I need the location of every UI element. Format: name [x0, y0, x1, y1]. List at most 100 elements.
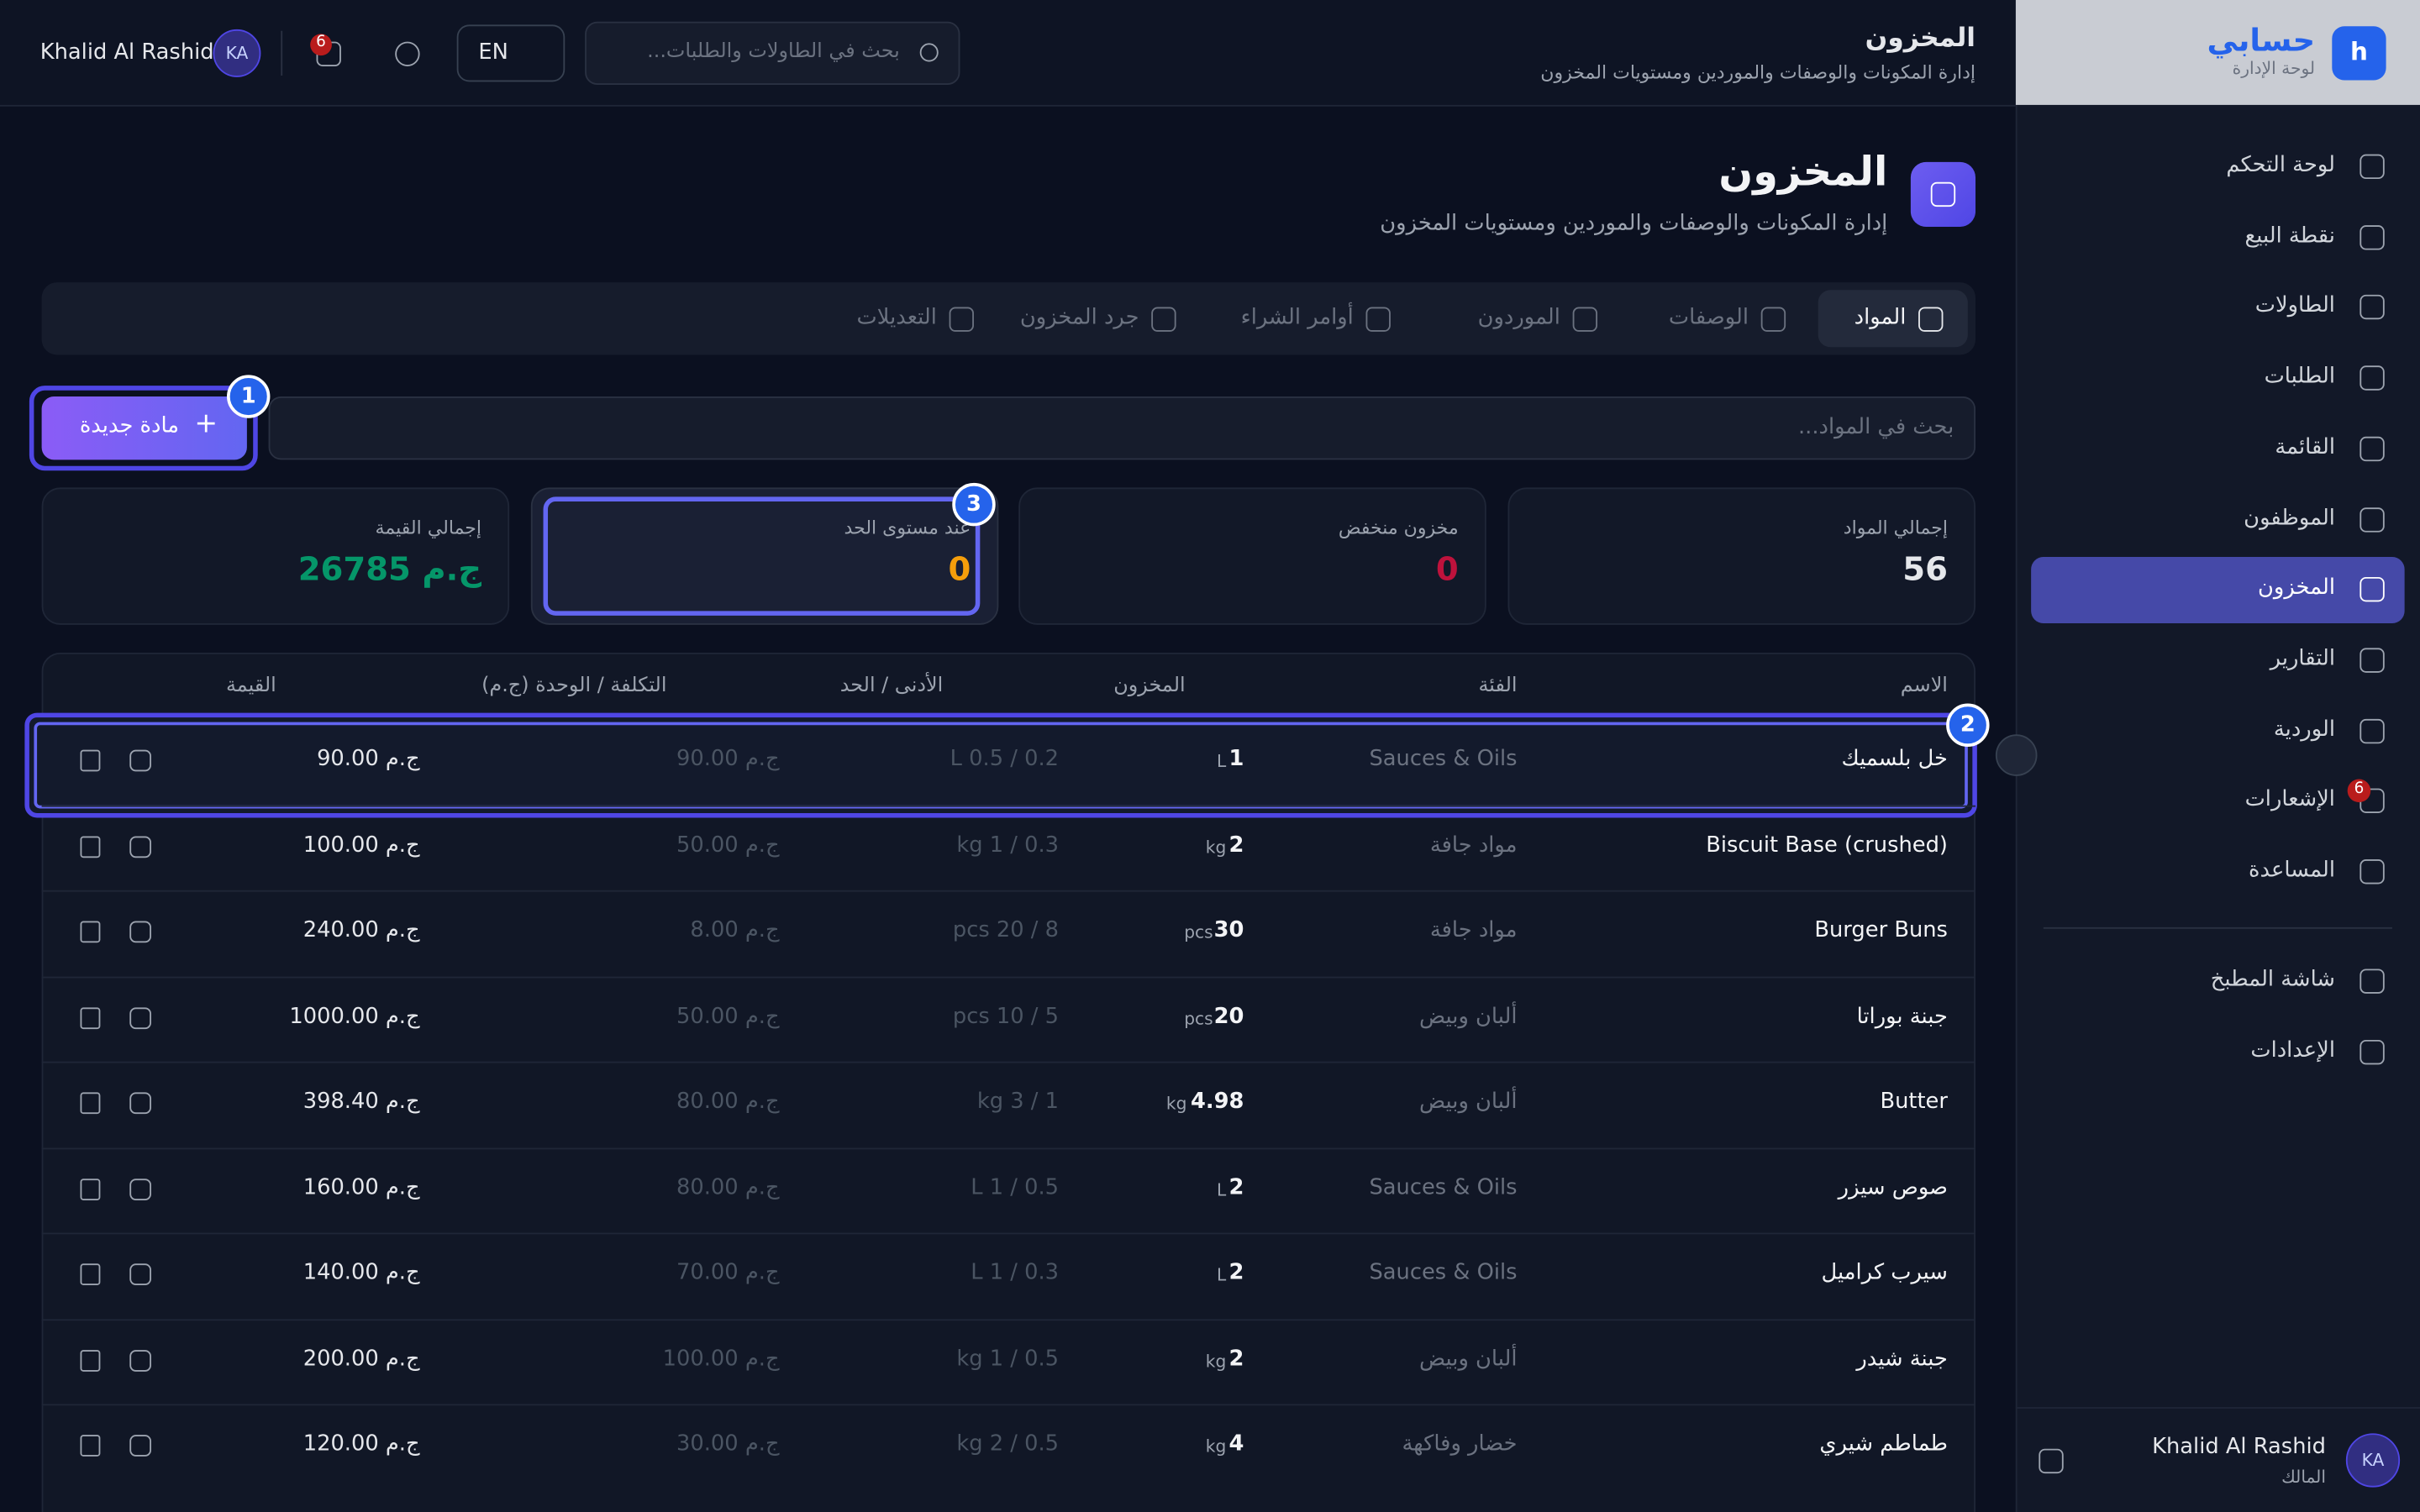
- nav-item[interactable]: المخزون: [2258, 575, 2335, 601]
- cell-value: ج.م 90.00: [317, 746, 420, 772]
- stat-label: عند مستوى الحد: [844, 517, 971, 539]
- page-subtitle: إدارة المكونات والوصفات والموردين ومستوي…: [1380, 211, 1888, 237]
- nav-badge-count: 6: [2354, 780, 2365, 799]
- user-role: المالك: [2281, 1467, 2326, 1488]
- materials-search[interactable]: [268, 396, 1976, 460]
- nav-item[interactable]: الإعدادات: [2250, 1038, 2335, 1063]
- row-divider: [41, 1061, 1976, 1063]
- cell-stock: 2: [1228, 1174, 1244, 1200]
- nav-item[interactable]: الوردية: [2273, 717, 2335, 742]
- edit-icon[interactable]: [129, 1006, 152, 1029]
- nav-icon: [2360, 969, 2385, 994]
- edit-icon[interactable]: [129, 1435, 152, 1457]
- delete-icon[interactable]: [80, 1349, 101, 1371]
- cell-category: Sauces & Oils: [1369, 1174, 1518, 1200]
- nav-item[interactable]: الطلبات: [2264, 364, 2335, 390]
- theme-icon[interactable]: [395, 41, 420, 66]
- cell-name: جبنة شيدر: [1856, 1346, 1948, 1371]
- cell-value: ج.م 100.00: [302, 832, 420, 858]
- tab[interactable]: الوصفات: [1668, 305, 1749, 331]
- stat-value: 0: [1435, 550, 1459, 588]
- bell-badge: [310, 34, 332, 56]
- edit-icon[interactable]: [129, 1092, 152, 1115]
- lang-button[interactable]: [456, 24, 566, 82]
- logo: [2332, 26, 2386, 81]
- tab[interactable]: الموردون: [1477, 305, 1560, 331]
- brand-name: حسابي: [2207, 21, 2316, 59]
- cell-unit: L: [1217, 1179, 1227, 1200]
- cell-minmax: kg 2 / 0.5: [956, 1431, 1060, 1457]
- edit-icon[interactable]: [129, 1349, 152, 1371]
- cell-cost: ج.م 50.00: [676, 1003, 780, 1029]
- user-initials: KA: [2361, 1450, 2385, 1471]
- collapse-button[interactable]: [1995, 734, 2038, 776]
- cell-stock: 20: [1213, 1003, 1244, 1029]
- nav-item[interactable]: القائمة: [2275, 434, 2335, 459]
- cell-unit: kg: [1165, 1094, 1187, 1115]
- add-button-label[interactable]: مادة جديدة: [79, 413, 180, 438]
- tab[interactable]: جرد المخزون: [1019, 305, 1139, 331]
- delete-icon[interactable]: [80, 921, 101, 943]
- cell-cost: ج.م 70.00: [676, 1260, 780, 1286]
- cell-unit: kg: [1205, 837, 1227, 858]
- nav-icon: [2360, 154, 2385, 180]
- cell-minmax: L 1 / 0.5: [971, 1174, 1060, 1200]
- delete-icon[interactable]: [80, 1178, 101, 1200]
- nav-item[interactable]: لوحة التحكم: [2226, 152, 2335, 178]
- cell-stock: 2: [1228, 1346, 1244, 1371]
- cell-cost: ج.م 8.00: [690, 917, 780, 943]
- cell-minmax: L 0.5 / 0.2: [950, 746, 1060, 772]
- nav-item[interactable]: الموظفون: [2244, 505, 2335, 530]
- cell-stock: 30: [1213, 917, 1244, 943]
- delete-icon[interactable]: [80, 1263, 101, 1286]
- edit-icon[interactable]: [129, 1263, 152, 1286]
- topbar-subtitle: إدارة المكونات والوصفات والموردين ومستوي…: [1540, 61, 1976, 84]
- delete-icon[interactable]: [80, 749, 101, 772]
- cell-stock: 2: [1228, 832, 1244, 858]
- nav-item[interactable]: شاشة المطبخ: [2210, 967, 2335, 993]
- cell-value: ج.م 140.00: [302, 1260, 420, 1286]
- table-header: التكلفة / الوحدة (ج.م): [481, 674, 667, 698]
- tab-icon: [1918, 307, 1944, 332]
- row-divider: [41, 804, 1976, 806]
- tab-icon: [1365, 307, 1391, 332]
- delete-icon[interactable]: [80, 1092, 101, 1115]
- cell-stock: 4.98: [1190, 1089, 1244, 1115]
- topbar-title: المخزون: [1865, 23, 1976, 55]
- delete-icon[interactable]: [80, 835, 101, 858]
- row-divider: [41, 1147, 1976, 1149]
- cell-unit: pcs: [1184, 922, 1213, 943]
- stat-value: 0: [948, 550, 971, 588]
- add-button[interactable]: [41, 396, 247, 460]
- nav-item[interactable]: الطاولات: [2254, 293, 2335, 319]
- topbar-search[interactable]: [585, 21, 960, 86]
- cell-minmax: kg 1 / 0.5: [956, 1346, 1060, 1371]
- cell-minmax: kg 3 / 1: [976, 1089, 1060, 1115]
- cell-minmax: pcs 10 / 5: [952, 1003, 1060, 1029]
- tab[interactable]: التعديلات: [856, 305, 937, 331]
- edit-icon[interactable]: [129, 835, 152, 858]
- cell-unit: kg: [1205, 1436, 1227, 1457]
- tab[interactable]: أوامر الشراء: [1240, 305, 1354, 331]
- cell-cost: ج.م 30.00: [676, 1431, 780, 1457]
- nav-item[interactable]: المساعدة: [2249, 858, 2335, 883]
- nav-icon: [2360, 1039, 2385, 1065]
- tab[interactable]: المواد: [1854, 305, 1907, 331]
- edit-icon[interactable]: [129, 1178, 152, 1200]
- edit-icon[interactable]: [129, 921, 152, 943]
- cell-category: مواد جافة: [1429, 832, 1518, 858]
- stat-value: 56: [1902, 550, 1948, 588]
- page-icon-glyph: [1930, 181, 1956, 207]
- delete-icon[interactable]: [80, 1435, 101, 1457]
- cell-unit: kg: [1205, 1351, 1227, 1371]
- tabs-bar: [41, 282, 1976, 355]
- delete-icon[interactable]: [80, 1006, 101, 1029]
- edit-icon[interactable]: [129, 749, 152, 772]
- nav-item[interactable]: الإشعارات: [2244, 787, 2335, 812]
- logout-icon[interactable]: [2039, 1448, 2064, 1474]
- tab-icon: [1760, 307, 1786, 332]
- nav-icon: [2360, 507, 2385, 532]
- sidebar: [2015, 0, 2420, 1512]
- nav-item[interactable]: التقارير: [2270, 646, 2335, 671]
- nav-item[interactable]: نقطة البيع: [2244, 223, 2335, 249]
